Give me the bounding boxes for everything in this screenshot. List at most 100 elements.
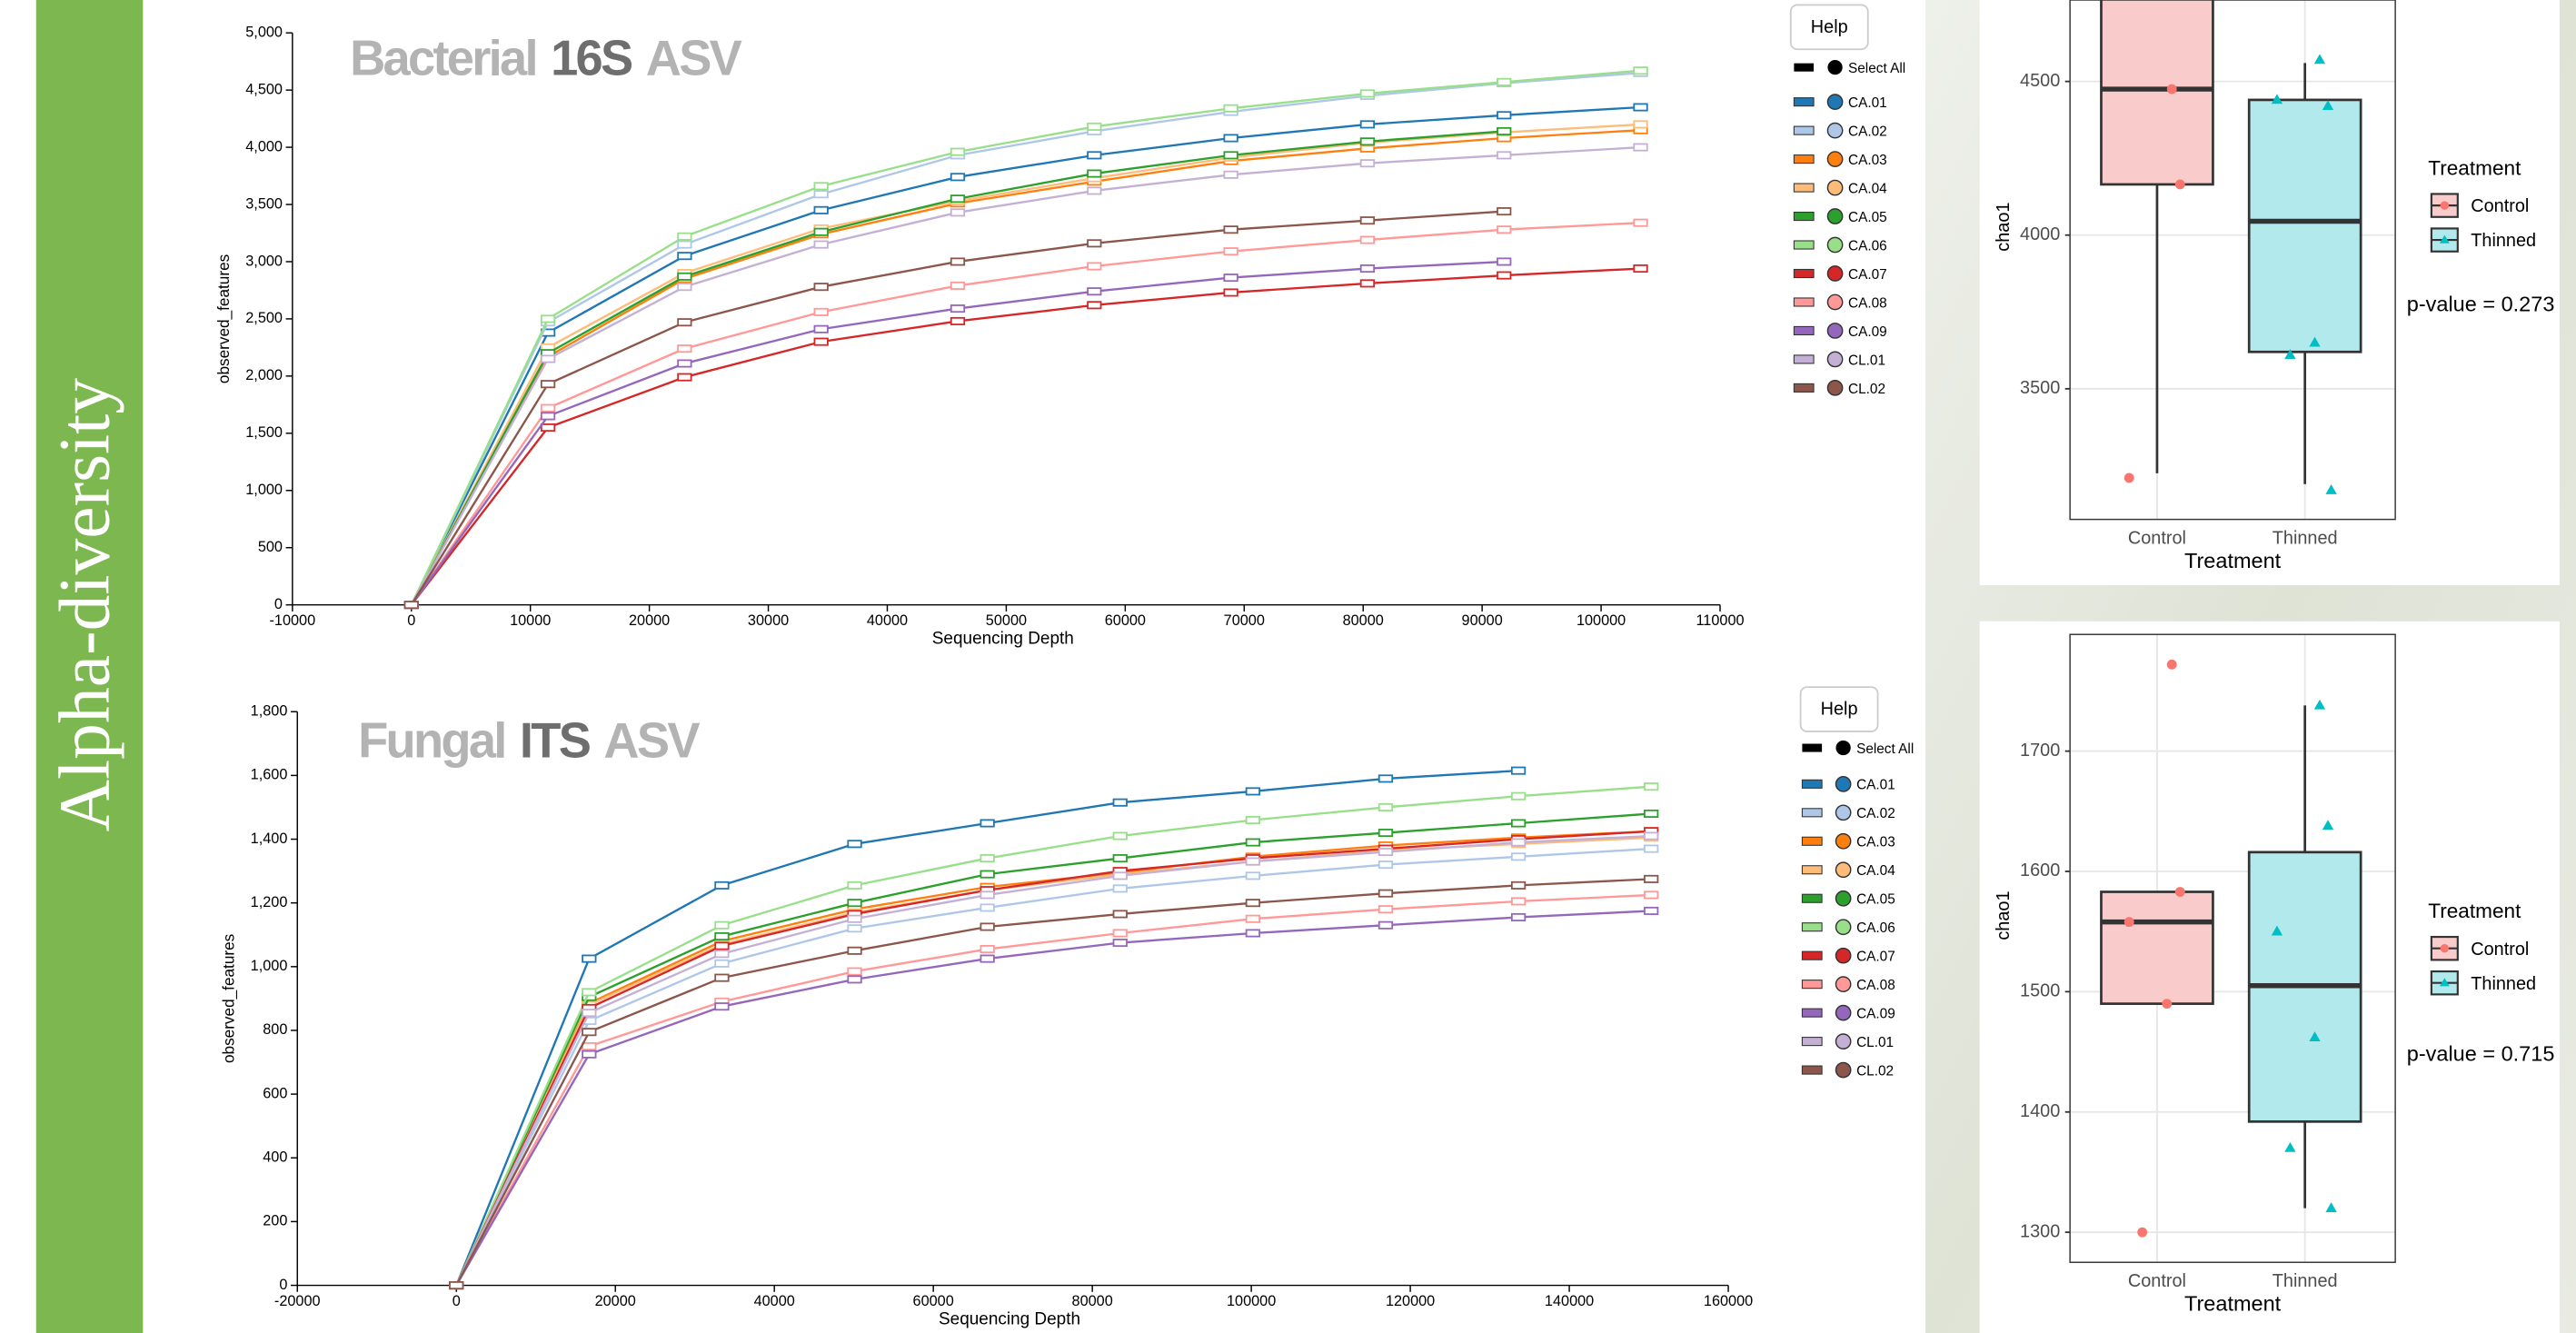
legend-item[interactable]: CA.06 [1801, 919, 1895, 936]
legend-swatch[interactable] [1801, 950, 1823, 960]
legend-label[interactable]: CA.05 [1848, 210, 1887, 225]
legend-label[interactable]: CL.01 [1848, 353, 1885, 368]
legend-dot[interactable] [1835, 1061, 1852, 1079]
select-all[interactable]: Select All [1794, 60, 1905, 76]
legend-label[interactable]: CA.05 [1856, 892, 1895, 908]
legend-swatch[interactable] [1801, 1037, 1823, 1047]
legend-swatch[interactable] [1793, 97, 1815, 107]
legend-label[interactable]: CL.02 [1848, 382, 1885, 397]
legend-item[interactable]: CA.09 [1793, 323, 1887, 340]
select-all-dot[interactable] [1835, 740, 1851, 756]
legend-swatch[interactable] [1793, 297, 1815, 307]
legend-dot[interactable] [1826, 236, 1844, 254]
legend-label[interactable]: CA.02 [1848, 124, 1887, 139]
legend-item[interactable]: CA.04 [1793, 179, 1887, 196]
legend-label[interactable]: CA.07 [1848, 267, 1887, 283]
legend-item[interactable]: CL.02 [1801, 1061, 1894, 1079]
select-all-dot[interactable] [1827, 60, 1843, 75]
legend-swatch[interactable] [1793, 154, 1815, 164]
legend-label[interactable]: CA.01 [1856, 778, 1895, 793]
legend-label[interactable]: CA.04 [1848, 181, 1887, 196]
legend-swatch[interactable] [1793, 325, 1815, 336]
legend-label[interactable]: CA.02 [1856, 806, 1895, 821]
legend-dot[interactable] [1835, 976, 1852, 993]
legend-swatch[interactable] [1793, 354, 1815, 364]
legend-dot[interactable] [1826, 265, 1844, 282]
help-label[interactable]: Help [1821, 700, 1858, 720]
help-box[interactable] [1799, 686, 1879, 732]
legend-item[interactable]: CA.07 [1793, 265, 1887, 283]
legend-item[interactable]: CA.03 [1793, 151, 1887, 168]
legend-swatch[interactable] [1793, 211, 1815, 222]
legend-label[interactable]: CA.03 [1848, 153, 1887, 168]
legend-swatch[interactable] [1801, 1065, 1823, 1075]
legend-item[interactable]: CA.04 [1801, 861, 1895, 879]
legend-dot[interactable] [1835, 804, 1852, 821]
legend-swatch[interactable] [1801, 922, 1823, 932]
legend-label[interactable]: CA.04 [1856, 863, 1895, 879]
legend-item[interactable]: CA.03 [1801, 832, 1895, 851]
legend-dot[interactable] [1835, 832, 1852, 850]
help-button[interactable]: Help [1799, 686, 1879, 732]
legend-swatch[interactable] [1801, 893, 1823, 903]
legend-swatch[interactable] [1793, 125, 1815, 135]
legend-dot[interactable] [1826, 380, 1844, 396]
help-box[interactable] [1789, 4, 1869, 51]
select-all-swatch[interactable] [1802, 743, 1823, 752]
legend-swatch[interactable] [1801, 980, 1823, 990]
legend-swatch[interactable] [1801, 808, 1823, 818]
legend-label[interactable]: CA.03 [1856, 835, 1895, 851]
legend-swatch[interactable] [1801, 836, 1823, 846]
legend-item[interactable]: CA.02 [1801, 804, 1895, 821]
legend-label[interactable]: CA.09 [1856, 1006, 1895, 1021]
legend-label[interactable]: CL.01 [1856, 1035, 1894, 1050]
legend-item[interactable]: CA.01 [1793, 94, 1887, 111]
legend-item[interactable]: CA.05 [1793, 208, 1887, 225]
legend-label[interactable]: CA.08 [1856, 978, 1895, 993]
legend-swatch[interactable] [1801, 1008, 1823, 1018]
legend-dot[interactable] [1826, 94, 1844, 111]
legend-item[interactable]: CA.07 [1801, 947, 1895, 965]
legend-dot[interactable] [1826, 179, 1844, 196]
legend-item[interactable]: CA.06 [1793, 236, 1887, 254]
legend-swatch[interactable] [1793, 383, 1815, 393]
legend-label[interactable]: CA.08 [1848, 295, 1887, 311]
legend-dot[interactable] [1835, 861, 1852, 879]
help-label[interactable]: Help [1811, 17, 1848, 37]
legend-swatch[interactable] [1793, 183, 1815, 193]
legend-label[interactable]: CA.06 [1856, 920, 1895, 936]
legend-label[interactable]: CA.09 [1848, 324, 1887, 340]
legend-swatch[interactable] [1793, 240, 1815, 250]
legend-item[interactable]: CL.01 [1801, 1033, 1894, 1050]
legend-label[interactable]: CA.01 [1848, 95, 1887, 111]
legend-dot[interactable] [1826, 323, 1844, 339]
legend-dot[interactable] [1826, 293, 1844, 311]
legend-item[interactable]: CA.01 [1801, 775, 1895, 793]
legend-item[interactable]: CA.08 [1793, 293, 1887, 311]
legend-item[interactable]: CA.09 [1801, 1004, 1895, 1022]
select-all-label[interactable]: Select All [1856, 741, 1914, 757]
legend-item[interactable]: CA.02 [1793, 122, 1887, 139]
legend-dot[interactable] [1826, 122, 1844, 139]
legend-label[interactable]: CA.07 [1856, 950, 1895, 965]
legend-item[interactable]: CA.05 [1801, 890, 1895, 908]
legend-dot[interactable] [1826, 351, 1844, 368]
select-all[interactable]: Select All [1802, 740, 1914, 757]
legend-dot[interactable] [1835, 919, 1852, 936]
legend-dot[interactable] [1835, 775, 1852, 792]
legend-dot[interactable] [1826, 208, 1844, 224]
legend-item[interactable]: CA.08 [1801, 976, 1895, 993]
legend-dot[interactable] [1835, 1004, 1852, 1021]
legend-dot[interactable] [1835, 890, 1852, 907]
legend-dot[interactable] [1835, 947, 1852, 964]
legend-dot[interactable] [1835, 1033, 1852, 1049]
legend-label[interactable]: CL.02 [1856, 1063, 1894, 1079]
legend-swatch[interactable] [1801, 779, 1823, 789]
legend-swatch[interactable] [1801, 865, 1823, 875]
legend-swatch[interactable] [1793, 268, 1815, 279]
legend-label[interactable]: CA.06 [1848, 238, 1887, 254]
legend-dot[interactable] [1826, 151, 1844, 167]
legend-item[interactable]: CL.02 [1793, 380, 1885, 397]
select-all-label[interactable]: Select All [1848, 61, 1905, 76]
help-button[interactable]: Help [1789, 4, 1869, 51]
